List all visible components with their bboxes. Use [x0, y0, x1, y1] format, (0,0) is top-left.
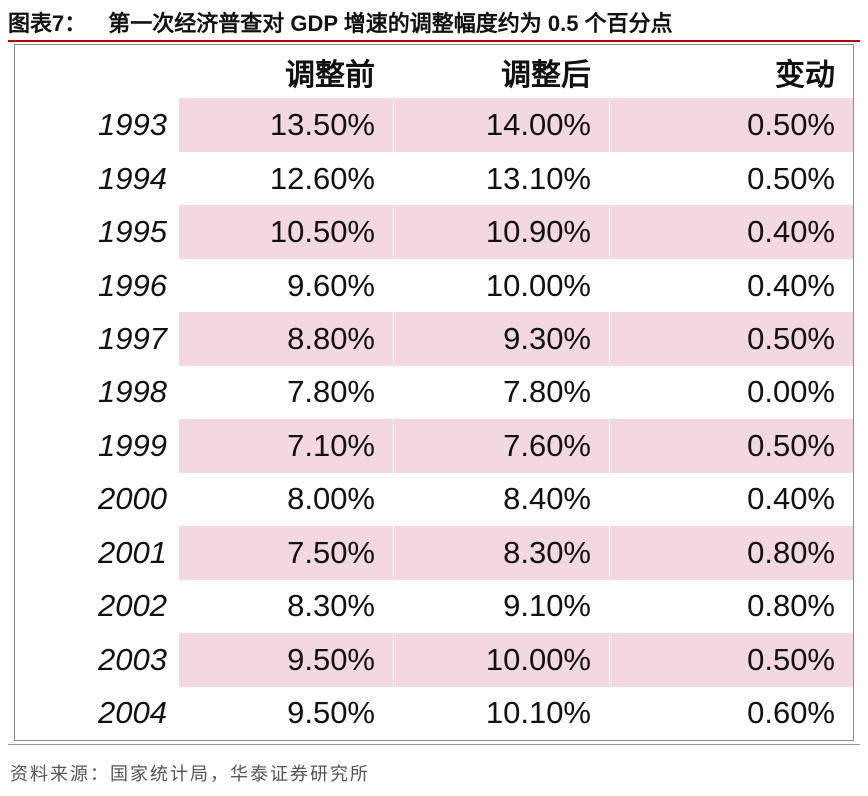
gdp-adjustment-table: 调整前 调整后 变动 1993 13.50% 14.00% 0.50% 1994 12.60% 1…	[14, 44, 854, 741]
cell-year: 2003	[98, 641, 167, 677]
column-header-after: 调整后	[501, 58, 591, 92]
cell-after: 10.00%	[485, 267, 591, 303]
cell-year: 2002	[98, 588, 167, 624]
cell-before: 7.10%	[179, 419, 393, 473]
column-separator	[609, 258, 610, 313]
cell-before: 13.50%	[179, 98, 393, 152]
cell-change: 0.50%	[609, 98, 853, 152]
column-separator	[393, 526, 394, 580]
cell-year: 1997	[98, 321, 167, 357]
title-rule	[8, 40, 860, 42]
cell-year: 1995	[98, 214, 167, 250]
cell-after: 9.10%	[503, 588, 591, 624]
cell-year: 1993	[98, 107, 167, 143]
column-separator	[393, 151, 394, 206]
cell-after: 14.00%	[393, 98, 609, 152]
table-row: 1994 12.60% 13.10% 0.50%	[15, 151, 853, 206]
cell-change: 0.50%	[609, 419, 853, 473]
cell-before: 10.50%	[179, 205, 393, 259]
cell-change: 0.00%	[747, 374, 835, 410]
cell-change: 0.60%	[747, 695, 835, 731]
cell-before: 7.80%	[287, 374, 375, 410]
table-row: 1996 9.60% 10.00% 0.40%	[15, 258, 853, 313]
cell-change: 0.40%	[747, 481, 835, 517]
table-row: 2001 7.50% 8.30% 0.80%	[15, 526, 853, 580]
table-row: 1997 8.80% 9.30% 0.50%	[15, 312, 853, 366]
column-separator	[609, 205, 610, 259]
column-separator	[393, 258, 394, 313]
column-separator	[609, 98, 610, 152]
cell-change: 0.50%	[609, 312, 853, 366]
table-header-row: 调整前 调整后 变动	[15, 45, 853, 98]
cell-before: 9.50%	[179, 633, 393, 687]
cell-after: 8.30%	[393, 526, 609, 580]
column-separator	[609, 526, 610, 580]
cell-after: 8.40%	[503, 481, 591, 517]
column-separator	[393, 205, 394, 259]
column-separator	[393, 365, 394, 420]
table-row: 1993 13.50% 14.00% 0.50%	[15, 98, 853, 152]
table-row: 2000 8.00% 8.40% 0.40%	[15, 472, 853, 527]
column-separator	[393, 419, 394, 473]
cell-after: 10.90%	[393, 205, 609, 259]
cell-year: 2001	[98, 534, 167, 570]
cell-before: 8.30%	[287, 588, 375, 624]
cell-before: 12.60%	[269, 160, 375, 196]
column-separator	[393, 686, 394, 740]
column-separator	[609, 633, 610, 687]
column-separator	[609, 472, 610, 527]
table-row: 2004 9.50% 10.10% 0.60%	[15, 686, 853, 740]
cell-change: 0.80%	[747, 588, 835, 624]
cell-change: 0.50%	[747, 160, 835, 196]
cell-year: 2000	[98, 481, 167, 517]
column-separator	[393, 633, 394, 687]
cell-year: 1994	[98, 160, 167, 196]
cell-year: 1998	[98, 374, 167, 410]
chart-title-label: 图表7：	[8, 11, 87, 36]
table-row: 1999 7.10% 7.60% 0.50%	[15, 419, 853, 473]
footer-rule	[8, 744, 860, 745]
cell-year: 2004	[98, 695, 167, 731]
column-separator	[393, 472, 394, 527]
cell-after: 10.10%	[485, 695, 591, 731]
table-row: 1998 7.80% 7.80% 0.00%	[15, 365, 853, 420]
cell-change: 0.40%	[747, 267, 835, 303]
cell-after: 7.60%	[393, 419, 609, 473]
cell-after: 9.30%	[393, 312, 609, 366]
cell-change: 0.80%	[609, 526, 853, 580]
column-separator	[393, 312, 394, 366]
column-separator	[609, 151, 610, 206]
column-separator	[393, 579, 394, 634]
column-separator	[609, 365, 610, 420]
chart-title-text: 第一次经济普查对 GDP 增速的调整幅度约为 0.5 个百分点	[108, 11, 673, 36]
column-header-before: 调整前	[285, 58, 375, 92]
cell-change: 0.40%	[609, 205, 853, 259]
table-row: 2002 8.30% 9.10% 0.80%	[15, 579, 853, 634]
source-note-text: 资料来源：国家统计局，华泰证券研究所	[10, 764, 370, 785]
column-header-change: 变动	[775, 58, 835, 92]
column-header-year	[15, 45, 179, 98]
column-separator	[609, 312, 610, 366]
cell-year: 1999	[98, 427, 167, 463]
column-separator	[609, 579, 610, 634]
cell-year: 1996	[98, 267, 167, 303]
column-separator	[393, 98, 394, 152]
column-separator	[609, 686, 610, 740]
cell-after: 7.80%	[503, 374, 591, 410]
cell-before: 8.80%	[179, 312, 393, 366]
cell-before: 9.50%	[287, 695, 375, 731]
cell-before: 9.60%	[287, 267, 375, 303]
source-note: 资料来源：国家统计局，华泰证券研究所	[10, 758, 370, 788]
chart-title: 图表7： 第一次经济普查对 GDP 增速的调整幅度约为 0.5 个百分点	[8, 6, 860, 38]
cell-before: 7.50%	[179, 526, 393, 580]
column-separator	[609, 419, 610, 473]
table-row: 1995 10.50% 10.90% 0.40%	[15, 205, 853, 259]
cell-before: 8.00%	[287, 481, 375, 517]
cell-after: 13.10%	[485, 160, 591, 196]
cell-change: 0.50%	[609, 633, 853, 687]
cell-after: 10.00%	[393, 633, 609, 687]
table-row: 2003 9.50% 10.00% 0.50%	[15, 633, 853, 687]
